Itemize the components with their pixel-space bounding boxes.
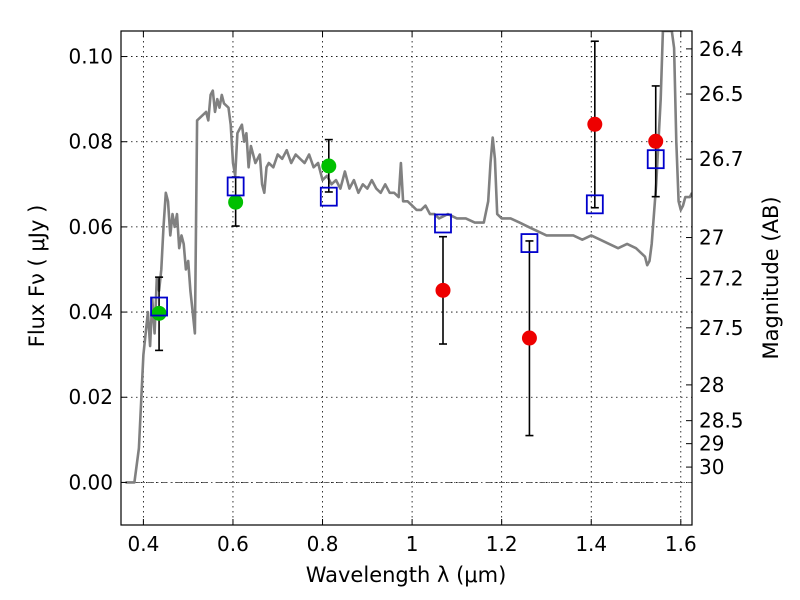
x-tick-label: 0.6	[217, 532, 249, 556]
flux-point	[228, 194, 244, 210]
plot-area	[125, 31, 692, 484]
y-axis-label: Flux Fν ( μJy )	[25, 205, 49, 348]
x-tick-label: 1.4	[575, 532, 607, 556]
model-flux-square	[585, 194, 604, 215]
x-tick-label: 0.4	[127, 532, 159, 556]
axis-ticks: 0.4 0.6 0.8 1 1.2 1.4 1.6 0.00 0.02 0.04 0.06 0.08 0…	[68, 31, 744, 556]
y2-tick-label: 27.2	[699, 266, 744, 290]
y2-tick-label: 30	[699, 455, 724, 479]
y2-tick-label: 27	[699, 226, 724, 250]
flux-point	[321, 158, 337, 174]
model-flux-square	[520, 233, 539, 253]
y2-tick-label: 27.5	[699, 316, 744, 340]
flux-point	[587, 116, 603, 132]
x-tick-label: 1.2	[486, 532, 518, 556]
flux-point	[435, 282, 451, 298]
y-tick-label: 0.08	[68, 130, 113, 154]
model-flux-square	[319, 186, 338, 207]
y-tick-label: 0.06	[68, 215, 113, 239]
flux-point	[648, 133, 664, 149]
y-tick-label: 0.02	[68, 385, 113, 409]
x-tick-label: 1.6	[665, 532, 697, 556]
x-tick-label: 1	[406, 532, 419, 556]
y2-tick-label: 28	[699, 373, 724, 397]
y2-tick-label: 26.5	[699, 82, 744, 106]
y-tick-label: 0.10	[68, 45, 113, 69]
y-tick-label: 0.00	[68, 470, 113, 494]
y2-tick-label: 29	[699, 432, 724, 456]
y2-tick-label: 26.7	[699, 147, 744, 171]
flux-point	[521, 330, 537, 346]
x-tick-label: 0.8	[307, 532, 339, 556]
model-flux-square	[150, 296, 168, 317]
y-tick-label: 0.04	[68, 300, 113, 324]
y2-tick-label: 28.5	[699, 409, 744, 433]
model-flux-square	[226, 176, 245, 197]
model-spectrum-line	[125, 31, 692, 484]
y2-tick-label: 26.4	[699, 37, 744, 61]
flux-point	[151, 305, 167, 321]
model-flux-square	[646, 149, 665, 170]
x-axis-label: Wavelength λ (μm)	[306, 563, 507, 587]
y2-axis-label: Magnitude (AB)	[759, 196, 783, 359]
model-flux-square	[434, 213, 452, 234]
